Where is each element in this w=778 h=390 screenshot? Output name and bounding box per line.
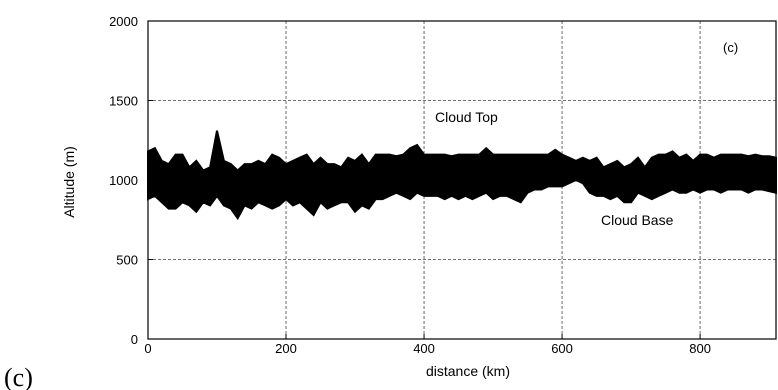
- y-tick-label: 500: [116, 253, 138, 268]
- annotation-cloud-base: Cloud Base: [601, 212, 674, 228]
- inner-panel-label: (c): [723, 40, 738, 55]
- y-axis-label: Altitude (m): [61, 146, 77, 218]
- y-tick-label: 0: [131, 332, 138, 347]
- grid-lines: [148, 21, 776, 339]
- y-tick-label: 1000: [109, 173, 138, 188]
- y-tick-labels: 0 500 1000 1500 2000: [109, 14, 138, 347]
- x-tick-label: 800: [689, 341, 711, 356]
- cloud-band: [147, 130, 777, 221]
- panel-label: (c): [4, 363, 33, 390]
- annotation-cloud-top: Cloud Top: [435, 109, 498, 125]
- x-tick-label: 0: [144, 341, 151, 356]
- y-tick-label: 1500: [109, 94, 138, 109]
- x-tick-labels: 0 200 400 600 800: [144, 341, 711, 356]
- cloud-layer: [147, 130, 777, 221]
- tick-marks: [147, 20, 701, 340]
- x-tick-label: 600: [551, 341, 573, 356]
- x-tick-label: 200: [275, 341, 297, 356]
- x-axis-label: distance (km): [426, 363, 510, 379]
- y-tick-label: 2000: [109, 14, 138, 29]
- x-tick-label: 400: [413, 341, 435, 356]
